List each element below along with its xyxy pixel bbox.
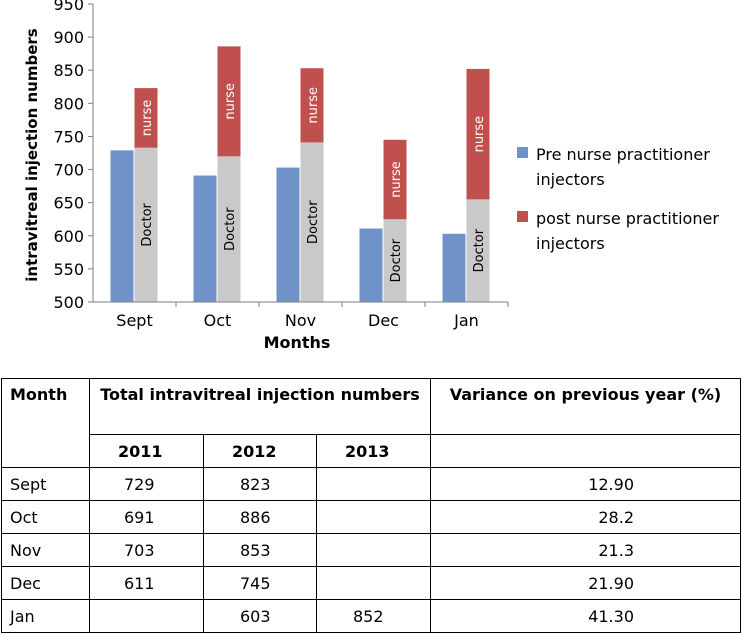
x-tick-label: Nov: [285, 311, 316, 330]
segment-label-doctor: Doctor: [306, 200, 321, 244]
cell-variance: 21.3: [430, 533, 741, 567]
cell-2011: 611: [89, 566, 204, 600]
segment-label-doctor: Doctor: [223, 207, 238, 251]
cell-2011: 703: [89, 533, 204, 567]
table-year-row: 2011 2012 2013: [2, 434, 741, 468]
header-year-2012: 2012: [203, 434, 317, 468]
segment-label-doctor: Doctor: [472, 228, 487, 272]
cell-2012: 823: [203, 467, 317, 501]
bar-pre: [193, 175, 217, 302]
bar-pre: [110, 150, 134, 302]
segment-label-nurse: nurse: [389, 161, 404, 198]
bar-post-nurse: [134, 88, 158, 148]
cell-2012: 853: [203, 533, 317, 567]
cell-month: Dec: [1, 566, 90, 600]
header-total: Total intravitreal injection numbers: [89, 378, 431, 435]
segment-label-nurse: nurse: [306, 87, 321, 124]
legend-swatch-post: [517, 211, 528, 222]
x-tick-label: Jan: [453, 311, 479, 330]
x-tick-label: Oct: [204, 311, 232, 330]
cell-2013: [316, 467, 431, 501]
cell-variance: 21.90: [430, 566, 741, 600]
y-tick-label: 850: [53, 61, 84, 80]
header-variance-blank: [430, 434, 741, 468]
cell-2012: 745: [203, 566, 317, 600]
cell-month: Nov: [1, 533, 90, 567]
cell-2013: 852: [316, 599, 431, 633]
header-year-2011: 2011: [89, 434, 204, 468]
x-tick-label: Sept: [116, 311, 152, 330]
y-tick-label: 950: [53, 0, 84, 14]
cell-variance: 28.2: [430, 500, 741, 534]
y-tick-label: 550: [53, 260, 84, 279]
bar-post-doctor: [383, 219, 407, 302]
bar-post-nurse: [217, 46, 241, 157]
bars: Doctor nurse Doctor nurse Doctor nurse Doctor n…: [110, 46, 490, 302]
cell-2013: [316, 566, 431, 600]
cell-month: Sept: [1, 467, 90, 501]
x-axis-ticks: Sept Oct Nov Dec Jan: [116, 302, 509, 330]
segment-label-doctor: Doctor: [389, 238, 404, 282]
cell-month: Oct: [1, 500, 90, 534]
y-tick-label: 900: [53, 28, 84, 47]
table-row: Oct 691 886 28.2: [1, 500, 741, 534]
table-row: Jan 603 852 41.30: [1, 599, 741, 633]
y-tick-label: 500: [53, 293, 84, 312]
legend-line: post nurse practitioner: [536, 209, 719, 228]
bar-pre: [276, 167, 300, 302]
legend-line: Pre nurse practitioner: [536, 145, 710, 164]
segment-label-nurse: nurse: [472, 116, 487, 153]
y-tick-label: 700: [53, 161, 84, 180]
bar-post-doctor: [217, 156, 241, 302]
legend-line: injectors: [536, 170, 605, 189]
bar-chart: 500 550 600 650 700 750 800 850 900 950 Doctor nur…: [23, 0, 719, 352]
y-tick-label: 800: [53, 94, 84, 113]
cell-variance: 41.30: [430, 599, 741, 633]
chart: 500 550 600 650 700 750 800 850 900 950 Doctor nur…: [23, 0, 719, 352]
bar-pre: [359, 228, 383, 302]
table-row: Dec 611 745 21.90: [1, 566, 741, 600]
header-month: Month: [1, 378, 90, 468]
cell-2012: 603: [203, 599, 317, 633]
segment-label-nurse: nurse: [140, 100, 155, 137]
cell-2011: 691: [89, 500, 204, 534]
legend-swatch-pre: [517, 147, 528, 158]
data-table: Month Total intravitreal injection numbe…: [1, 378, 741, 633]
bar-pre: [442, 233, 466, 302]
y-tick-label: 600: [53, 227, 84, 246]
legend-label-post: post nurse practitioner injectors: [536, 209, 719, 253]
header-variance: Variance on previous year (%): [430, 378, 741, 435]
cell-month: Jan: [1, 599, 90, 633]
table-header-row: Month Total intravitreal injection numbe…: [1, 378, 741, 468]
bar-post-nurse: [300, 68, 324, 143]
x-axis-label: Months: [264, 333, 331, 352]
header-year-2013: 2013: [316, 434, 431, 468]
cell-2013: [316, 533, 431, 567]
cell-2011: 729: [89, 467, 204, 501]
x-tick-label: Dec: [368, 311, 399, 330]
table-row: Nov 703 853 21.3: [1, 533, 741, 567]
cell-variance: 12.90: [430, 467, 741, 501]
legend-line: injectors: [536, 234, 605, 253]
bar-post-doctor: [466, 199, 490, 302]
y-tick-label: 650: [53, 194, 84, 213]
table-row: Sept 729 823 12.90: [1, 467, 741, 501]
bar-post-nurse: [466, 68, 490, 200]
cell-2011: [89, 599, 204, 633]
y-tick-label: 750: [53, 127, 84, 146]
bar-post-doctor: [300, 142, 324, 302]
segment-label-doctor: Doctor: [140, 202, 155, 246]
legend-label-pre: Pre nurse practitioner injectors: [536, 145, 710, 189]
y-axis-ticks: 500 550 600 650 700 750 800 850 900 950: [53, 0, 93, 312]
legend: Pre nurse practitioner injectors post nur…: [517, 145, 719, 253]
bar-post-nurse: [383, 139, 407, 220]
cell-2013: [316, 500, 431, 534]
bar-post-doctor: [134, 147, 158, 302]
segment-label-nurse: nurse: [223, 83, 238, 120]
y-axis-label: intravitreal injection numbers: [23, 28, 41, 281]
cell-2012: 886: [203, 500, 317, 534]
